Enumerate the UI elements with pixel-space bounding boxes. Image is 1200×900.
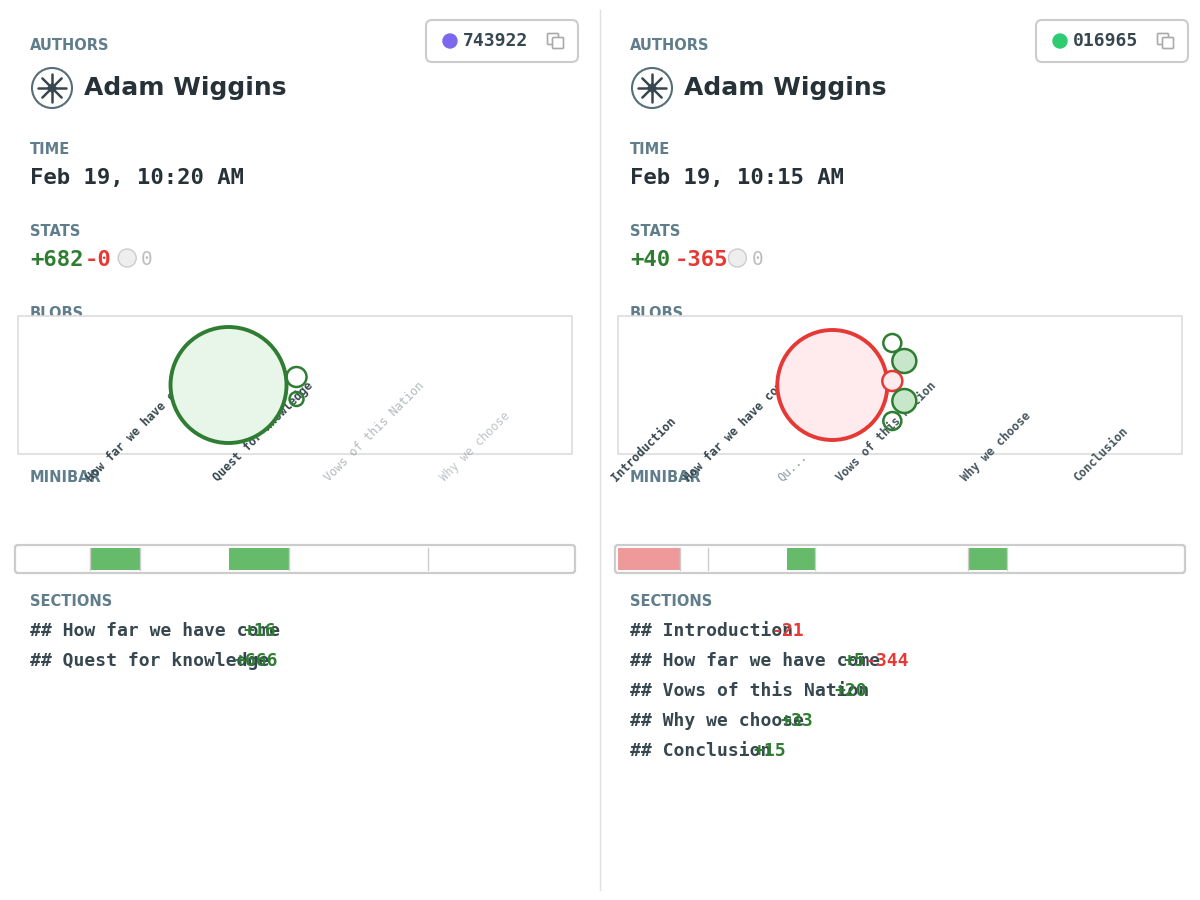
Text: Vows of this Nation: Vows of this Nation bbox=[322, 379, 427, 484]
Text: AUTHORS: AUTHORS bbox=[30, 38, 109, 53]
Text: +15: +15 bbox=[754, 742, 786, 760]
Circle shape bbox=[728, 249, 746, 267]
Text: -21: -21 bbox=[772, 622, 804, 640]
Bar bbox=[268, 548, 289, 570]
Text: Adam Wiggins: Adam Wiggins bbox=[84, 76, 287, 100]
Polygon shape bbox=[48, 84, 56, 93]
Text: STATS: STATS bbox=[630, 224, 680, 239]
Circle shape bbox=[118, 249, 137, 267]
Text: MINIBAR: MINIBAR bbox=[30, 470, 102, 485]
Text: +682: +682 bbox=[30, 250, 84, 270]
Text: AUTHORS: AUTHORS bbox=[630, 38, 709, 53]
Bar bbox=[787, 548, 816, 570]
Text: Qu...: Qu... bbox=[775, 450, 810, 484]
Text: ## Quest for knowledge: ## Quest for knowledge bbox=[30, 652, 269, 670]
Text: SECTIONS: SECTIONS bbox=[630, 594, 713, 609]
Circle shape bbox=[1054, 34, 1067, 48]
Text: BLOBS: BLOBS bbox=[630, 306, 684, 321]
Text: +20: +20 bbox=[834, 682, 866, 700]
FancyBboxPatch shape bbox=[14, 545, 575, 573]
Bar bbox=[652, 548, 680, 570]
Text: -344: -344 bbox=[865, 652, 908, 670]
Text: +33: +33 bbox=[780, 712, 812, 730]
Text: SECTIONS: SECTIONS bbox=[30, 594, 113, 609]
Text: Quest for knowledge: Quest for knowledge bbox=[211, 379, 316, 484]
FancyBboxPatch shape bbox=[426, 20, 578, 62]
Text: ## Conclusion: ## Conclusion bbox=[630, 742, 772, 760]
Text: +666: +666 bbox=[234, 652, 277, 670]
FancyBboxPatch shape bbox=[616, 545, 1186, 573]
FancyBboxPatch shape bbox=[547, 33, 558, 44]
Polygon shape bbox=[648, 84, 656, 93]
Text: Vows of this Nation: Vows of this Nation bbox=[834, 379, 940, 484]
Text: TIME: TIME bbox=[630, 142, 671, 157]
Text: -0: -0 bbox=[85, 250, 112, 270]
Text: TIME: TIME bbox=[30, 142, 71, 157]
FancyBboxPatch shape bbox=[552, 38, 564, 49]
Text: Feb 19, 10:15 AM: Feb 19, 10:15 AM bbox=[630, 168, 844, 188]
Bar bbox=[228, 548, 268, 570]
FancyBboxPatch shape bbox=[1158, 33, 1169, 44]
Text: Introduction: Introduction bbox=[608, 414, 678, 484]
FancyBboxPatch shape bbox=[1163, 38, 1174, 49]
Bar bbox=[967, 548, 1007, 570]
Text: ## How far we have come: ## How far we have come bbox=[630, 652, 880, 670]
Circle shape bbox=[893, 389, 917, 413]
Circle shape bbox=[32, 68, 72, 108]
Text: 0: 0 bbox=[751, 250, 763, 269]
Text: How far we have come: How far we have come bbox=[84, 374, 193, 484]
Bar bbox=[90, 548, 124, 570]
Text: 743922: 743922 bbox=[463, 32, 528, 50]
Bar bbox=[618, 548, 652, 570]
Text: ## How far we have come: ## How far we have come bbox=[30, 622, 280, 640]
Circle shape bbox=[170, 327, 287, 443]
Text: 016965: 016965 bbox=[1073, 32, 1139, 50]
Circle shape bbox=[882, 371, 902, 391]
Bar bbox=[124, 548, 140, 570]
Text: Why we choose: Why we choose bbox=[438, 410, 512, 484]
Circle shape bbox=[443, 34, 457, 48]
Text: ## Introduction: ## Introduction bbox=[630, 622, 793, 640]
Circle shape bbox=[893, 349, 917, 373]
Text: +16: +16 bbox=[242, 622, 276, 640]
FancyBboxPatch shape bbox=[618, 316, 1182, 454]
Text: STATS: STATS bbox=[30, 224, 80, 239]
Circle shape bbox=[632, 68, 672, 108]
Text: BLOBS: BLOBS bbox=[30, 306, 84, 321]
Text: +5: +5 bbox=[842, 652, 865, 670]
Circle shape bbox=[778, 330, 887, 440]
FancyBboxPatch shape bbox=[1036, 20, 1188, 62]
Text: -365: -365 bbox=[674, 250, 728, 270]
Text: 0: 0 bbox=[142, 250, 152, 269]
Text: Conclusion: Conclusion bbox=[1072, 425, 1130, 484]
Text: +40: +40 bbox=[630, 250, 670, 270]
Text: Adam Wiggins: Adam Wiggins bbox=[684, 76, 887, 100]
Text: ## Why we choose: ## Why we choose bbox=[630, 712, 804, 730]
Text: Why we choose: Why we choose bbox=[959, 410, 1033, 484]
FancyBboxPatch shape bbox=[18, 316, 572, 454]
Text: ## Vows of this Nation: ## Vows of this Nation bbox=[630, 682, 869, 700]
Text: How far we have come: How far we have come bbox=[682, 374, 792, 484]
Text: MINIBAR: MINIBAR bbox=[630, 470, 702, 485]
Text: Feb 19, 10:20 AM: Feb 19, 10:20 AM bbox=[30, 168, 244, 188]
